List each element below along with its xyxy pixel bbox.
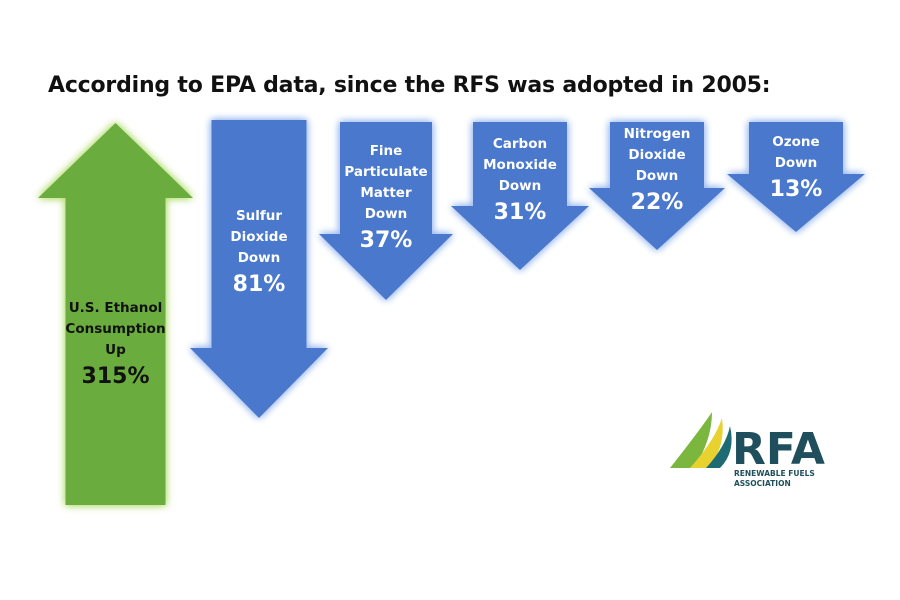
arrows-group: U.S. Ethanol Consumption Up 315% Sulfur Dioxi… xyxy=(38,120,865,505)
arrow-down-2 xyxy=(319,122,453,300)
chart-title: According to EPA data, since the RFS was… xyxy=(48,73,771,98)
logo-swoosh-yellow xyxy=(690,418,723,468)
arrow-label-line: Dioxide xyxy=(230,229,287,245)
arrow-label-line: Matter xyxy=(360,185,412,201)
arrow-value-label: 31% xyxy=(494,200,547,225)
arrow-label-line: Particulate xyxy=(344,164,427,180)
arrow-label-line: U.S. Ethanol xyxy=(69,300,163,316)
arrow-label-line: Fine xyxy=(370,143,403,159)
arrow-label-line: Down xyxy=(238,250,281,266)
arrow-label-line: Monoxide xyxy=(483,157,557,173)
arrow-down-1 xyxy=(190,120,328,418)
logo-wordmark: RFA xyxy=(732,424,825,475)
arrow-label-line: Down xyxy=(365,206,408,222)
logo-swoosh-teal xyxy=(706,426,732,468)
arrow-label-line: Down xyxy=(775,155,818,171)
arrow-label-line: Carbon xyxy=(493,136,547,152)
logo-subtitle-line2: ASSOCIATION xyxy=(734,479,791,488)
arrow-label-line: Ozone xyxy=(772,134,819,150)
arrow-value-label: 22% xyxy=(631,190,684,215)
arrow-label-line: Dioxide xyxy=(628,147,685,163)
arrow-label-line: Nitrogen xyxy=(624,126,691,142)
arrow-value-label: 37% xyxy=(360,228,413,253)
arrow-value-label: 13% xyxy=(770,177,823,202)
arrow-down-4 xyxy=(589,122,725,250)
logo-swoosh-green xyxy=(670,412,712,468)
logo-subtitle-line1: RENEWABLE FUELS xyxy=(734,469,815,478)
arrow-label-line: Up xyxy=(105,342,126,358)
arrow-down-3 xyxy=(451,122,589,270)
arrow-label-line: Sulfur xyxy=(236,208,282,224)
arrow-label-line: Down xyxy=(636,168,679,184)
arrow-label-line: Consumption xyxy=(65,321,165,337)
arrow-value-label: 81% xyxy=(233,272,286,297)
arrow-down-5 xyxy=(727,122,865,232)
arrow-up-0 xyxy=(38,123,193,505)
arrow-label-line: Down xyxy=(499,178,542,194)
arrow-value-label: 315% xyxy=(82,364,150,389)
